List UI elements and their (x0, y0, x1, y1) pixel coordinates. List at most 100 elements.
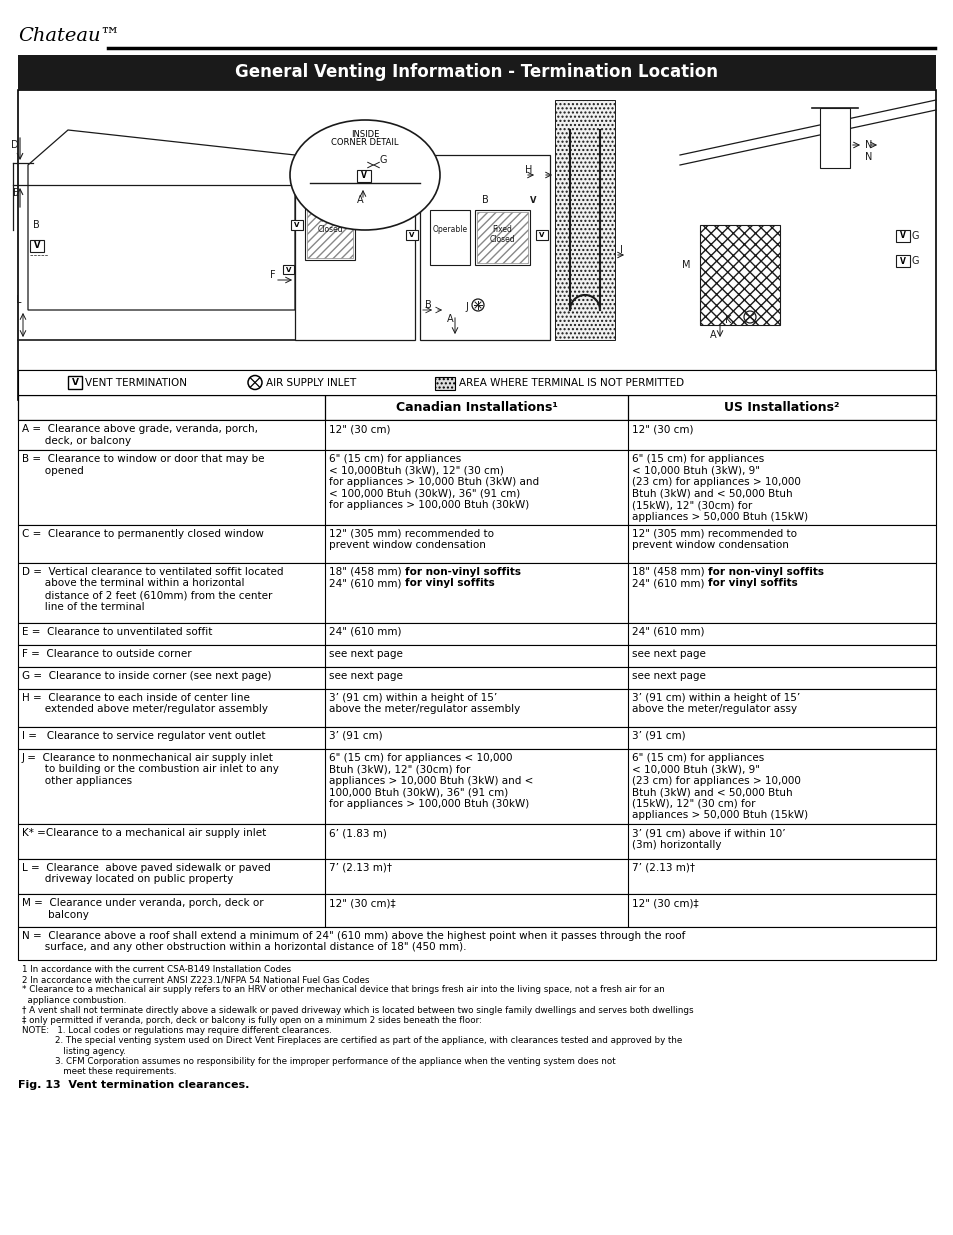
Text: Fixed
Closed: Fixed Closed (316, 215, 342, 235)
Bar (536, 230, 547, 240)
Text: B: B (299, 195, 307, 205)
Bar (406, 230, 417, 240)
Text: prevent window condensation: prevent window condensation (329, 541, 485, 551)
Text: 6" (15 cm) for appliances < 10,000: 6" (15 cm) for appliances < 10,000 (329, 753, 512, 763)
Bar (294, 156, 415, 340)
Text: M =  Clearance under veranda, porch, deck or: M = Clearance under veranda, porch, deck… (22, 898, 263, 908)
Bar (555, 100, 615, 340)
Bar (18, 420, 935, 450)
Bar (18, 667, 935, 689)
Text: US Installations²: US Installations² (723, 401, 839, 414)
Bar (291, 220, 303, 230)
Text: H: H (524, 165, 532, 175)
Bar (18, 90, 935, 400)
Text: 12" (30 cm)‡: 12" (30 cm)‡ (329, 898, 395, 908)
Bar (18, 645, 935, 667)
Text: Fixed
Closed: Fixed Closed (489, 225, 515, 245)
Bar (435, 377, 455, 389)
Text: E: E (13, 188, 19, 198)
Text: other appliances: other appliances (22, 776, 132, 785)
Text: I: I (619, 245, 622, 254)
Text: 3’ (91 cm): 3’ (91 cm) (329, 731, 382, 741)
Text: V: V (530, 196, 536, 205)
Text: H =  Clearance to each inside of center line: H = Clearance to each inside of center l… (22, 693, 250, 703)
Text: A =  Clearance above grade, veranda, porch,: A = Clearance above grade, veranda, porc… (22, 424, 257, 433)
Text: 6" (15 cm) for appliances: 6" (15 cm) for appliances (329, 454, 460, 464)
Text: 12" (305 mm) recommended to: 12" (305 mm) recommended to (631, 529, 796, 538)
Text: F: F (270, 270, 275, 280)
Text: (15kW), 12" (30 cm) for: (15kW), 12" (30 cm) for (631, 799, 755, 809)
Text: N: N (864, 140, 871, 149)
Bar (18, 563, 935, 622)
Text: 12" (30 cm): 12" (30 cm) (631, 424, 693, 433)
Text: for vinyl soffits: for vinyl soffits (404, 578, 494, 589)
Text: surface, and any other obstruction within a horizontal distance of 18" (450 mm).: surface, and any other obstruction withi… (22, 942, 466, 952)
Text: V: V (899, 257, 905, 266)
Bar (18, 395, 935, 420)
Text: L: L (16, 295, 22, 305)
Text: Btuh (3kW), 12" (30cm) for: Btuh (3kW), 12" (30cm) for (329, 764, 470, 774)
Text: (23 cm) for appliances > 10,000: (23 cm) for appliances > 10,000 (631, 477, 800, 487)
Text: E =  Clearance to unventilated soffit: E = Clearance to unventilated soffit (22, 627, 213, 637)
Text: 3’ (91 cm) above if within 10’: 3’ (91 cm) above if within 10’ (631, 827, 785, 839)
Text: 24" (610 mm): 24" (610 mm) (631, 627, 703, 637)
Text: meet these requirements.: meet these requirements. (22, 1067, 176, 1076)
Text: see next page: see next page (329, 650, 402, 659)
Bar (476, 212, 527, 263)
Text: appliances > 50,000 Btuh (15kW): appliances > 50,000 Btuh (15kW) (631, 810, 807, 820)
Text: D: D (11, 140, 19, 149)
Text: (3m) horizontally: (3m) horizontally (631, 840, 720, 850)
Text: 2 In accordance with the current ANSI Z223.1/NFPA 54 National Fuel Gas Codes: 2 In accordance with the current ANSI Z2… (22, 976, 369, 984)
Bar (18, 748, 935, 824)
Text: N: N (864, 152, 871, 162)
Text: 7’ (2.13 m)†: 7’ (2.13 m)† (631, 863, 695, 873)
Text: V: V (409, 232, 415, 238)
Bar (68, 375, 82, 389)
Bar (30, 240, 44, 252)
Text: listing agency.: listing agency. (22, 1046, 126, 1056)
Text: VENT TERMINATION: VENT TERMINATION (85, 378, 187, 388)
Text: < 10,000 Btuh (3kW), 9": < 10,000 Btuh (3kW), 9" (631, 466, 760, 475)
Text: < 10,000Btuh (3kW), 12" (30 cm): < 10,000Btuh (3kW), 12" (30 cm) (329, 466, 503, 475)
Text: extended above meter/regulator assembly: extended above meter/regulator assembly (22, 704, 268, 715)
Text: appliances > 50,000 Btuh (15kW): appliances > 50,000 Btuh (15kW) (631, 511, 807, 521)
Text: V: V (538, 232, 544, 238)
Text: for appliances > 100,000 Btuh (30kW): for appliances > 100,000 Btuh (30kW) (329, 500, 529, 510)
Bar (307, 203, 353, 258)
Text: for vinyl soffits: for vinyl soffits (707, 578, 797, 589)
Text: Operable: Operable (432, 225, 467, 233)
Text: C: C (297, 162, 304, 172)
Bar (18, 450, 935, 525)
Text: C =  Clearance to permanently closed window: C = Clearance to permanently closed wind… (22, 529, 264, 538)
Text: L =  Clearance  above paved sidewalk or paved: L = Clearance above paved sidewalk or pa… (22, 863, 271, 873)
Text: V: V (33, 242, 40, 251)
Text: driveway located on public property: driveway located on public property (22, 874, 233, 884)
Text: 100,000 Btuh (30kW), 36" (91 cm): 100,000 Btuh (30kW), 36" (91 cm) (329, 788, 508, 798)
Text: K: K (724, 315, 731, 325)
Text: prevent window condensation: prevent window condensation (631, 541, 788, 551)
Text: B =  Clearance to window or door that may be: B = Clearance to window or door that may… (22, 454, 264, 464)
Text: * Clearance to a mechanical air supply refers to an HRV or other mechanical devi: * Clearance to a mechanical air supply r… (22, 986, 664, 994)
Text: 18" (458 mm): 18" (458 mm) (329, 567, 404, 577)
Text: G: G (911, 231, 919, 241)
Text: J: J (464, 303, 467, 312)
Text: G =  Clearance to inside corner (see next page): G = Clearance to inside corner (see next… (22, 671, 272, 680)
Bar (283, 266, 294, 274)
Text: G: G (911, 256, 919, 266)
Text: appliance combustion.: appliance combustion. (22, 995, 126, 1004)
Text: 3’ (91 cm) within a height of 15’: 3’ (91 cm) within a height of 15’ (631, 693, 800, 703)
Bar (430, 210, 470, 266)
Bar (475, 210, 530, 266)
Text: above the meter/regulator assy: above the meter/regulator assy (631, 704, 797, 715)
Text: B: B (33, 220, 40, 230)
Bar (18, 927, 935, 960)
Text: Fig. 13  Vent termination clearances.: Fig. 13 Vent termination clearances. (18, 1081, 249, 1091)
Text: 12" (30 cm)‡: 12" (30 cm)‡ (631, 898, 698, 908)
Text: to building or the combustion air inlet to any: to building or the combustion air inlet … (22, 764, 278, 774)
Text: A: A (446, 314, 453, 324)
Text: opened: opened (22, 466, 84, 475)
Text: 2. The special venting system used on Direct Vent Fireplaces are certified as pa: 2. The special venting system used on Di… (22, 1036, 681, 1045)
Text: see next page: see next page (329, 671, 402, 680)
Text: 24" (610 mm): 24" (610 mm) (329, 627, 401, 637)
Text: Btuh (3kW) and < 50,000 Btuh: Btuh (3kW) and < 50,000 Btuh (631, 489, 792, 499)
